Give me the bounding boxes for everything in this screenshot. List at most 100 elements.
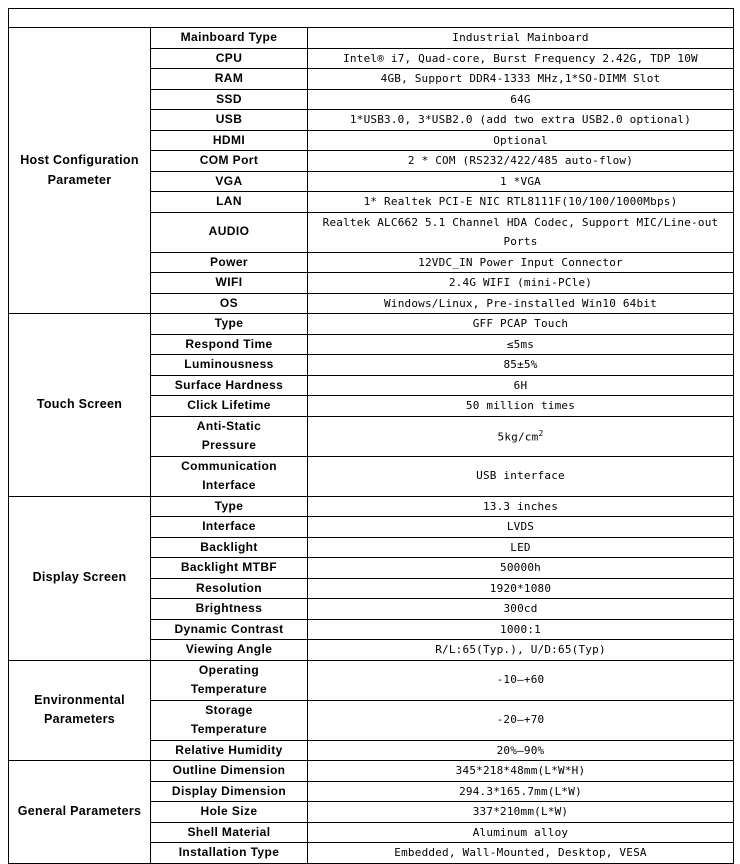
spec-value-text: 85±5% bbox=[503, 358, 538, 371]
spec-value-text: 300cd bbox=[503, 602, 538, 615]
spec-value: USB interface bbox=[307, 455, 734, 497]
spec-value: Windows/Linux, Pre-installed Win10 64bit bbox=[307, 292, 734, 314]
spec-value: ≤5ms bbox=[307, 333, 734, 355]
table-row: Viewing Angle R/L:65(Typ.), U/D:65(Typ) bbox=[9, 639, 734, 661]
spec-value-text: 6H bbox=[513, 378, 528, 392]
spec-label: Mainboard Type bbox=[150, 27, 308, 49]
table-row: Surface Hardness 6H bbox=[9, 374, 734, 396]
spec-value: 12VDC_IN Power Input Connector bbox=[307, 251, 734, 273]
table-row: Respond Time ≤5ms bbox=[9, 333, 734, 355]
table-row: USB 1*USB3.0, 3*USB2.0 (add two extra USB… bbox=[9, 109, 734, 131]
spec-value-text: 50 million times bbox=[465, 399, 576, 412]
spec-label: Viewing Angle bbox=[150, 639, 308, 661]
spec-label: VGA bbox=[150, 170, 308, 192]
spec-value: -20—+70 bbox=[307, 699, 734, 741]
spec-value-text: 1*USB3.0, 3*USB2.0 (add two extra USB2.0… bbox=[349, 113, 692, 126]
spec-value-text: 1920*1080 bbox=[489, 581, 552, 595]
spec-value-text: Aluminum alloy bbox=[472, 825, 569, 839]
spec-label: USB bbox=[150, 109, 308, 131]
spec-label: Communication Interface bbox=[150, 455, 308, 497]
spec-value-text: GFF PCAP Touch bbox=[472, 317, 569, 330]
spec-label: Power bbox=[150, 251, 308, 273]
table-row: OS Windows/Linux, Pre-installed Win10 64b… bbox=[9, 292, 734, 314]
spec-value: 2 * COM (RS232/422/485 auto-flow) bbox=[307, 150, 734, 172]
spec-label: WIFI bbox=[150, 272, 308, 294]
spec-value-text: 294.3*165.7mm(L*W) bbox=[459, 784, 582, 798]
table-header-row bbox=[8, 8, 734, 28]
group-label: General Parameters bbox=[8, 760, 151, 864]
spec-label: Surface Hardness bbox=[150, 374, 308, 396]
spec-value-text: 20%—90% bbox=[496, 743, 545, 757]
spec-value-text: 64G bbox=[510, 92, 531, 106]
spec-value-text: 2.4G WIFI (mini-PCle) bbox=[448, 276, 593, 289]
spec-label: Brightness bbox=[150, 598, 308, 620]
spec-label: Installation Type bbox=[150, 842, 308, 864]
spec-value: 300cd bbox=[307, 598, 734, 620]
table-row: Power 12VDC_IN Power Input Connector bbox=[9, 251, 734, 273]
spec-label: Anti-Static Pressure bbox=[150, 415, 308, 457]
spec-value-text: Windows/Linux, Pre-installed Win10 64bit bbox=[384, 296, 657, 310]
spec-label: COM Port bbox=[150, 150, 308, 172]
table-row: General Parameters Outline Dimension 345*2… bbox=[8, 760, 734, 864]
spec-label: Luminousness bbox=[150, 354, 308, 376]
spec-label: Respond Time bbox=[150, 333, 308, 355]
spec-value-text: Embedded, Wall-Mounted, Desktop, VESA bbox=[394, 846, 647, 859]
spec-value: 5kg/cm2 bbox=[307, 415, 734, 457]
spec-value-text: 5kg/cm bbox=[497, 431, 539, 445]
spec-label: Display Dimension bbox=[150, 780, 308, 802]
spec-value-text: 1000:1 bbox=[500, 622, 541, 636]
spec-value-text: 2 * COM (RS232/422/485 auto-flow) bbox=[407, 154, 634, 167]
table-row: AUDIO Realtek ALC662 5.1 Channel HDA Code… bbox=[9, 211, 734, 253]
spec-value: R/L:65(Typ.), U/D:65(Typ) bbox=[307, 639, 734, 661]
spec-value: 13.3 inches bbox=[307, 495, 734, 517]
spec-value: 50 million times bbox=[307, 395, 734, 417]
spec-value: 4GB, Support DDR4-1333 MHz,1*SO-DIMM Slo… bbox=[307, 68, 734, 90]
table-title bbox=[8, 8, 734, 28]
table-row: Click Lifetime 50 million times bbox=[9, 395, 734, 417]
table-row: COM Port 2 * COM (RS232/422/485 auto-flow… bbox=[9, 150, 734, 172]
spec-label: SSD bbox=[150, 88, 308, 110]
spec-value: 64G bbox=[307, 88, 734, 110]
spec-label: Shell Material bbox=[150, 821, 308, 843]
spec-value-text: 1 *VGA bbox=[500, 174, 541, 188]
spec-value: 1 *VGA bbox=[307, 170, 734, 192]
spec-value: 50000h bbox=[307, 557, 734, 579]
spec-value-text: USB interface bbox=[476, 469, 565, 483]
table-row: Display Screen Type 13.3 inches bbox=[8, 495, 734, 661]
spec-value-text: 4GB, Support DDR4-1333 MHz,1*SO-DIMM Slo… bbox=[380, 72, 661, 85]
spec-value-text: 345*218*48mm(L*W*H) bbox=[455, 764, 586, 777]
spec-label: Backlight MTBF bbox=[150, 557, 308, 579]
table-row: Storage Temperature -20—+70 bbox=[9, 699, 734, 741]
spec-value-text: ≤5ms bbox=[506, 337, 535, 351]
table-row: LAN 1* Realtek PCI-E NIC RTL8111F(10/100/… bbox=[9, 191, 734, 213]
spec-value: 20%—90% bbox=[307, 739, 734, 761]
spec-label: Click Lifetime bbox=[150, 395, 308, 417]
table-row: Hole Size 337*210mm(L*W) bbox=[9, 801, 734, 823]
spec-value-text: Intel® i7, Quad-core, Burst Frequency 2.… bbox=[343, 51, 698, 65]
spec-label: Outline Dimension bbox=[150, 760, 308, 782]
spec-label: Dynamic Contrast bbox=[150, 618, 308, 640]
spec-label: HDMI bbox=[150, 129, 308, 151]
spec-value: -10—+60 bbox=[307, 659, 734, 701]
table-row: Anti-Static Pressure 5kg/cm2 bbox=[9, 415, 734, 457]
spec-value-text: LVDS bbox=[506, 520, 535, 533]
spec-value-text: -10—+60 bbox=[496, 673, 545, 687]
spec-label: Type bbox=[150, 495, 308, 517]
spec-table-body: Host Configuration Parameter Mainboard Ty… bbox=[8, 8, 734, 864]
spec-value-text: 337*210mm(L*W) bbox=[472, 805, 569, 818]
spec-value: 85±5% bbox=[307, 354, 734, 376]
table-row: Communication Interface USB interface bbox=[9, 455, 734, 497]
spec-value-text: 13.3 inches bbox=[482, 499, 559, 513]
spec-value-text: 50000h bbox=[500, 561, 541, 574]
spec-label: LAN bbox=[150, 191, 308, 213]
table-row: Backlight MTBF 50000h bbox=[9, 557, 734, 579]
spec-value: LVDS bbox=[307, 516, 734, 538]
group-label: Host Configuration Parameter bbox=[8, 27, 151, 314]
spec-value: Embedded, Wall-Mounted, Desktop, VESA bbox=[307, 842, 734, 864]
spec-value: LED bbox=[307, 536, 734, 558]
spec-label: CPU bbox=[150, 47, 308, 69]
spec-value-text: LED bbox=[510, 540, 531, 554]
spec-value: 337*210mm(L*W) bbox=[307, 801, 734, 823]
spec-value-text: Industrial Mainboard bbox=[452, 31, 589, 44]
spec-value: 1* Realtek PCI-E NIC RTL8111F(10/100/100… bbox=[307, 191, 734, 213]
